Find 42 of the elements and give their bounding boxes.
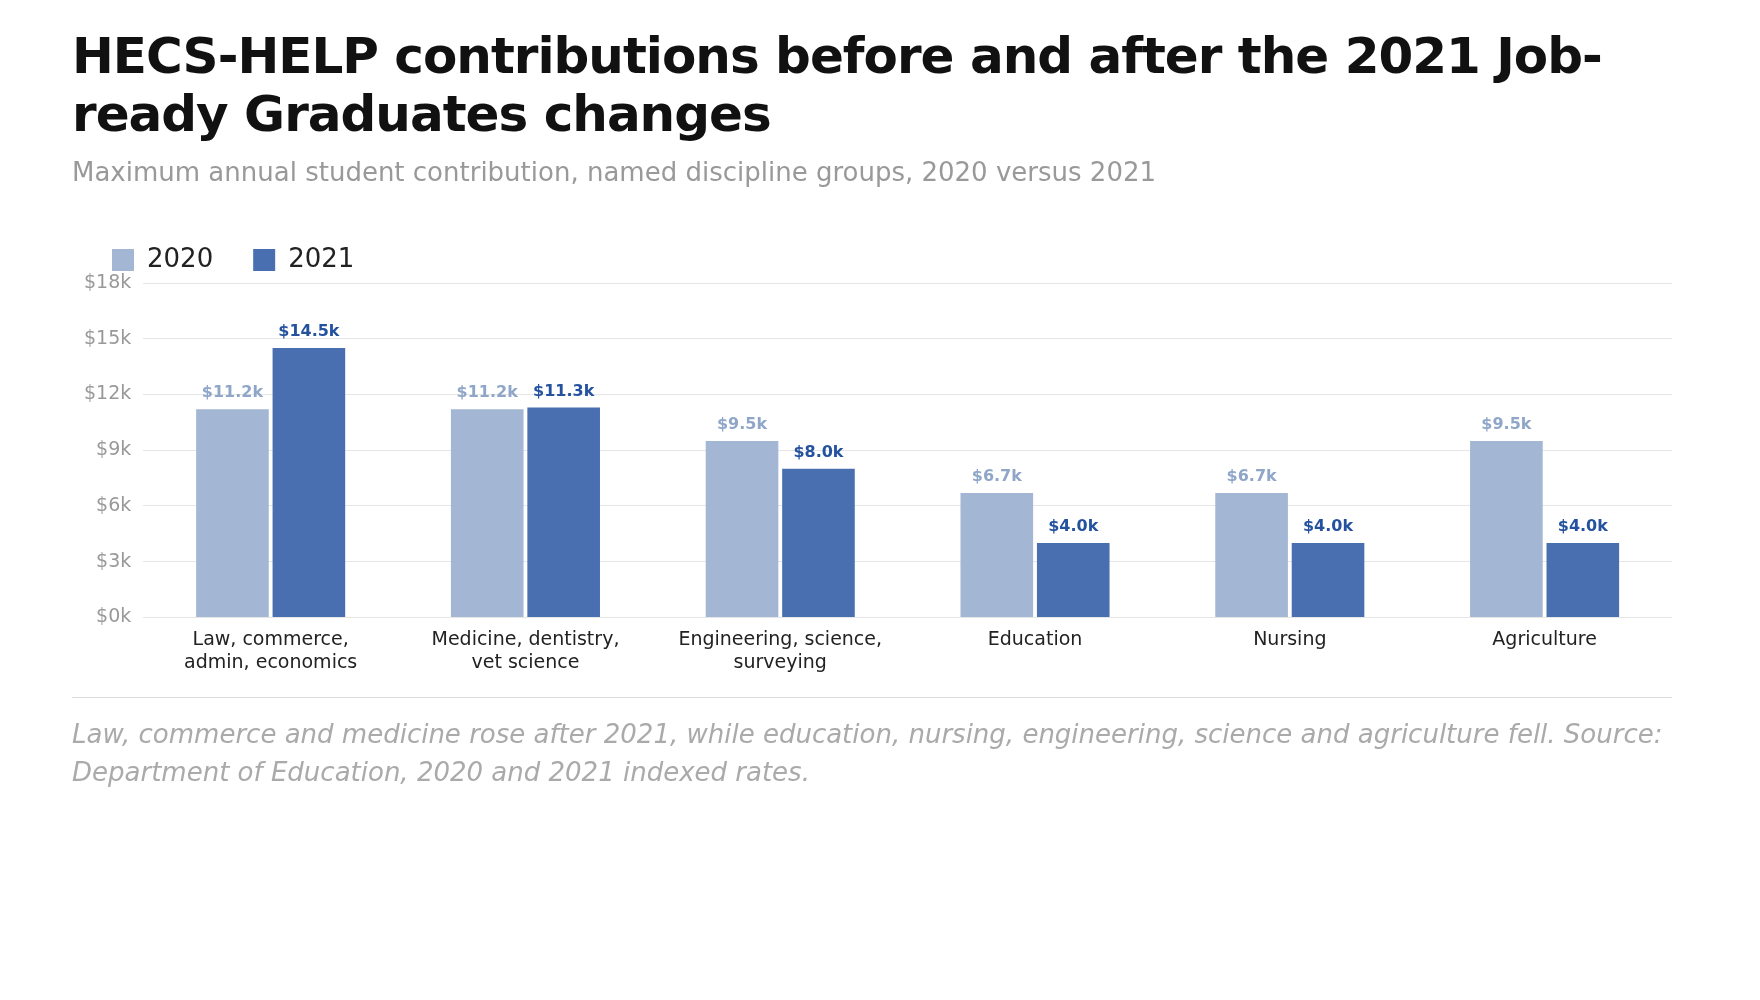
bar (782, 468, 855, 617)
bar (1546, 543, 1620, 617)
data-label: $4.0k (1048, 516, 1099, 536)
bar (1291, 543, 1365, 617)
data-label: $6.7k (1226, 466, 1278, 486)
bar (1036, 543, 1110, 617)
bar (196, 409, 269, 617)
chart-subtitle: Maximum annual student contribution, named discipline groups, 2020 versus 2021 (72, 157, 1157, 187)
data-label: $4.0k (1557, 516, 1609, 536)
x-tick-label: Law, commerce, admin, economics (184, 626, 358, 672)
data-label: $9.5k (716, 414, 768, 434)
y-tick-label: $6k (96, 492, 132, 515)
data-label: $6.7k (971, 466, 1023, 486)
y-tick-label: $0k (96, 604, 132, 627)
data-label: $11.2k (456, 382, 519, 402)
chart-title: HECS-HELP contributions before and after the 2021 Job-ready Graduates changes (72, 27, 1603, 143)
text: Law, commerce and medicine rose after 2021, while education, nursing, engineering, science and agriculture fell. Source: Department of Education, 2020 and 2021 indexed rates. (72, 718, 1664, 789)
y-tick-label: $3k (96, 548, 132, 571)
data-label: $14.5k (278, 321, 340, 341)
x-tick-label: Medicine, dentistry, vet science (431, 626, 620, 672)
legend-label: 2021 (288, 242, 355, 273)
bar (960, 492, 1034, 617)
bar (1215, 492, 1288, 617)
x-tick-label: Agriculture (1492, 626, 1597, 649)
bar (450, 409, 524, 617)
legend-label: 2020 (147, 242, 214, 273)
bar (705, 440, 779, 617)
y-tick-label: $18k (83, 269, 132, 292)
data-label: $11.3k (533, 380, 595, 400)
y-tick-label: $9k (96, 437, 132, 460)
data-label: $4.0k (1302, 516, 1354, 536)
data-label: $9.5k (1481, 414, 1532, 434)
y-tick-label: $15k (83, 325, 132, 348)
y-tick-label: $12k (83, 381, 132, 404)
data-label: $11.2k (201, 382, 264, 402)
x-tick-label: Engineering, science, surveying (678, 626, 883, 672)
data-label: $8.0k (793, 441, 844, 461)
bar (527, 407, 600, 617)
x-tick-label: Education (987, 626, 1083, 649)
bar (1470, 440, 1543, 617)
x-tick-label: Nursing (1253, 626, 1327, 649)
bar (272, 348, 346, 617)
